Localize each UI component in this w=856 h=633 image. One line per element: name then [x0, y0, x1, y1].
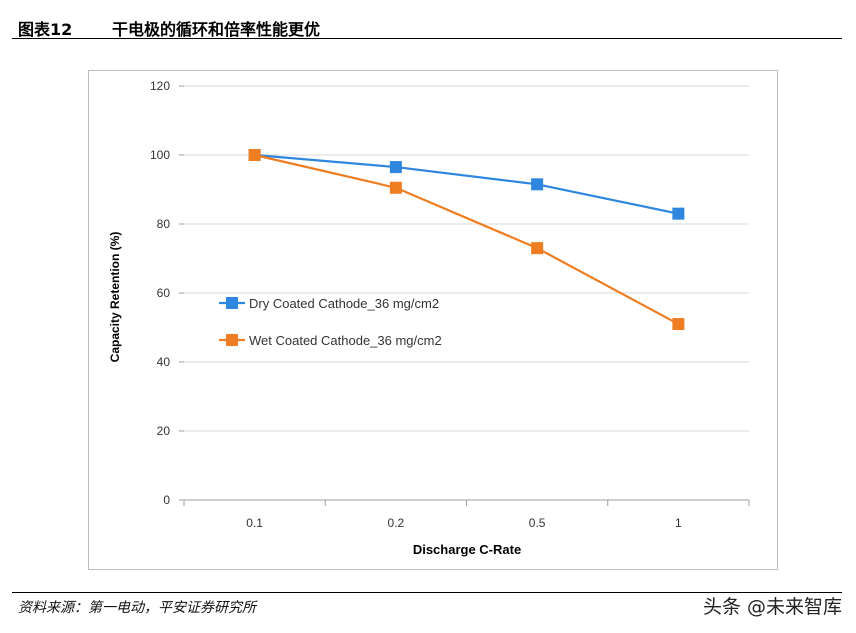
- x-tick-label: 0.2: [388, 516, 405, 530]
- y-tick-label: 0: [163, 493, 170, 507]
- x-axis-label: Discharge C-Rate: [413, 542, 521, 557]
- legend-label: Wet Coated Cathode_36 mg/cm2: [249, 333, 442, 348]
- chart-frame: 0 20 40 60 80 100 120 0.1 0.2 0.5 1 Dry Coated Ca…: [88, 70, 778, 570]
- figure-number: 图表12: [18, 20, 73, 39]
- y-tick-label: 120: [150, 79, 170, 93]
- data-point-marker: [389, 181, 402, 194]
- footer-divider: [12, 592, 842, 593]
- data-point-marker: [389, 161, 402, 174]
- data-point-marker: [672, 318, 685, 331]
- legend-swatch-marker: [226, 334, 238, 346]
- figure-title: 干电极的循环和倍率性能更优: [112, 20, 321, 39]
- legend-swatch-marker: [226, 297, 238, 309]
- data-point-marker: [531, 178, 544, 191]
- series-line-dry: [254, 153, 679, 215]
- data-point-marker: [248, 149, 261, 161]
- x-tick-label: 1: [675, 516, 682, 530]
- data-point-marker: [531, 242, 544, 255]
- source-note: 资料来源：第一电动，平安证券研究所: [18, 600, 256, 616]
- x-tick-label: 0.5: [529, 516, 546, 530]
- data-point-marker: [672, 207, 685, 220]
- figure-header: 图表12 干电极的循环和倍率性能更优: [12, 8, 842, 39]
- y-tick-label: 40: [157, 355, 171, 369]
- legend-label: Dry Coated Cathode_36 mg/cm2: [249, 296, 439, 311]
- series-line-wet: [254, 153, 679, 326]
- y-tick-label: 60: [157, 286, 171, 300]
- watermark: 头条 @未来智库: [702, 596, 842, 618]
- y-tick-label: 20: [157, 424, 171, 438]
- y-axis-label: Capacity Retention (%): [108, 232, 122, 363]
- y-tick-label: 100: [150, 148, 170, 162]
- line-chart: 0 20 40 60 80 100 120 0.1 0.2 0.5 1 Dry Coated Ca…: [108, 79, 750, 557]
- y-tick-label: 80: [157, 217, 171, 231]
- x-tick-label: 0.1: [246, 516, 263, 530]
